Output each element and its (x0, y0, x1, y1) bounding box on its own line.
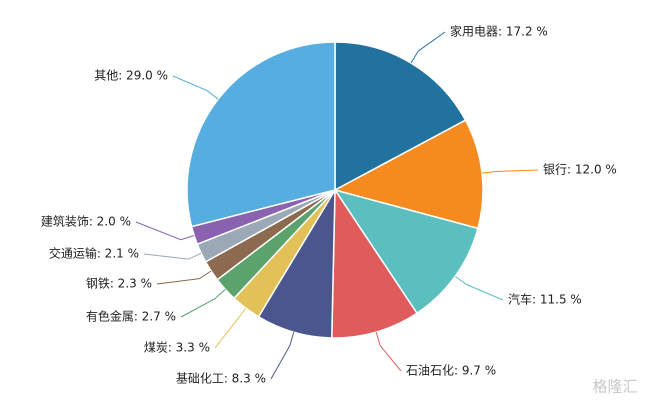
data-label: 银行: 12.0 % (543, 163, 617, 177)
data-label: 石油石化: 9.7 % (406, 364, 496, 378)
leader-line (156, 270, 212, 285)
leader-line (481, 169, 539, 174)
data-label: 基础化工: 8.3 % (176, 372, 266, 386)
leader-line (375, 331, 402, 372)
leader-line (143, 252, 202, 260)
data-label: 家用电器: 17.2 % (450, 24, 548, 39)
pie-slice (186, 41, 336, 228)
leader-line (172, 75, 219, 100)
leader-line (410, 31, 446, 64)
data-label: 交通运输: 2.1 % (49, 246, 139, 261)
data-label: 钢铁: 2.3 % (86, 277, 152, 291)
pie-slice (332, 119, 484, 230)
data-label: 其他: 29.0 % (94, 69, 168, 83)
leader-line (270, 331, 295, 380)
watermark: 格隆汇 (592, 378, 637, 396)
leader-line (135, 221, 195, 241)
leader-line (214, 307, 247, 349)
leader-line (454, 275, 504, 301)
data-label: 有色金属: 2.7 % (86, 309, 176, 324)
pie-slice (333, 188, 479, 315)
data-label: 建筑装饰: 2.0 % (41, 214, 131, 229)
data-label: 汽车: 11.5 % (508, 292, 582, 307)
data-label: 煤炭: 3.3 % (144, 341, 210, 355)
leader-line (180, 288, 226, 318)
pie-slice (330, 187, 418, 339)
